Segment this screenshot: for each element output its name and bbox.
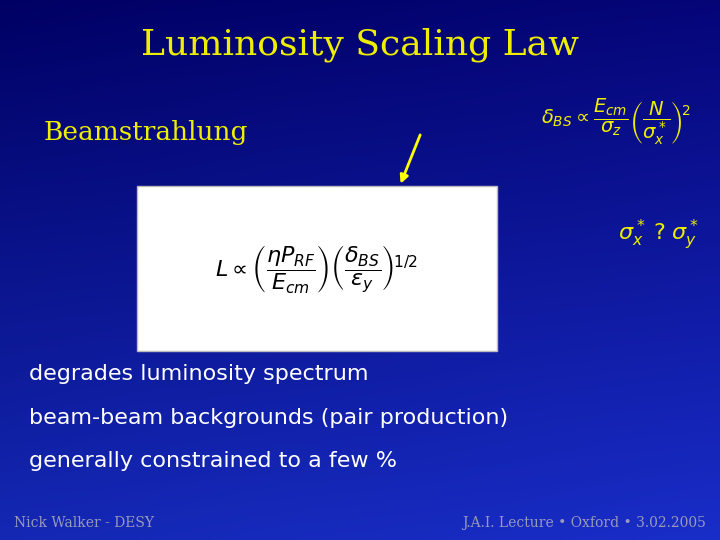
Text: Luminosity Scaling Law: Luminosity Scaling Law xyxy=(141,27,579,62)
Text: beam-beam backgrounds (pair production): beam-beam backgrounds (pair production) xyxy=(29,408,508,428)
Text: $\delta_{BS} \propto \dfrac{E_{cm}}{\sigma_z}\left(\dfrac{N}{\sigma_x^*}\right)^: $\delta_{BS} \propto \dfrac{E_{cm}}{\sig… xyxy=(541,96,691,147)
Text: degrades luminosity spectrum: degrades luminosity spectrum xyxy=(29,364,369,384)
Text: generally constrained to a few %: generally constrained to a few % xyxy=(29,451,397,471)
Text: J.A.I. Lecture • Oxford • 3.02.2005: J.A.I. Lecture • Oxford • 3.02.2005 xyxy=(462,516,706,530)
Text: Beamstrahlung: Beamstrahlung xyxy=(43,120,248,145)
Text: $L \propto \left(\dfrac{\eta P_{RF}}{E_{cm}}\right)\left(\dfrac{\delta_{BS}}{\va: $L \propto \left(\dfrac{\eta P_{RF}}{E_{… xyxy=(215,242,418,295)
Text: $\sigma_x^*\;?\;\sigma_y^*$: $\sigma_x^*\;?\;\sigma_y^*$ xyxy=(618,218,698,252)
FancyBboxPatch shape xyxy=(137,186,497,351)
Text: Nick Walker - DESY: Nick Walker - DESY xyxy=(14,516,154,530)
